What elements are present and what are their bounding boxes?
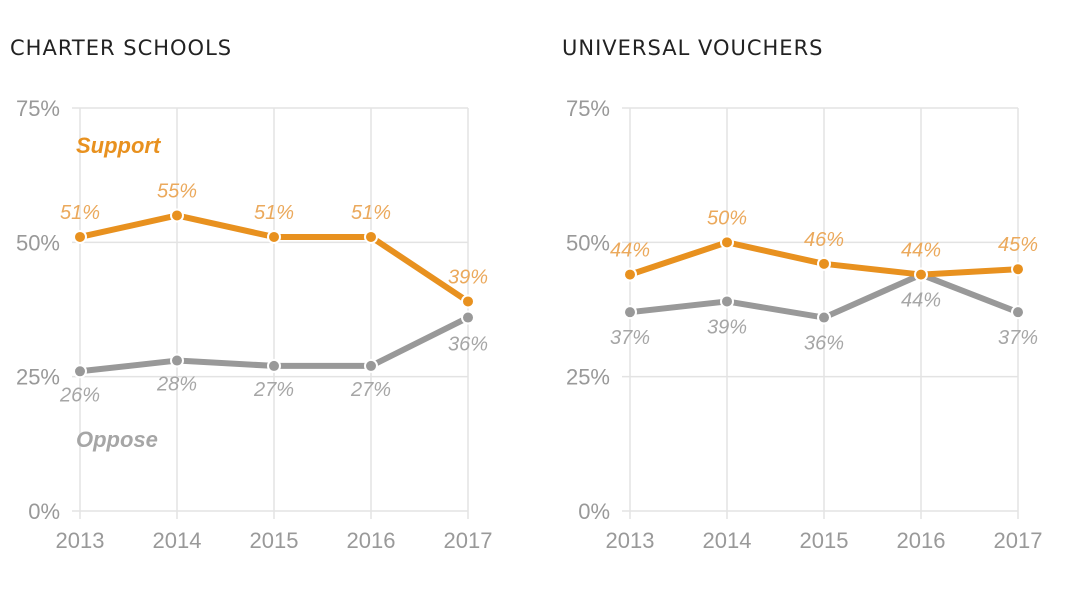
support-point	[170, 208, 184, 223]
oppose-data-label: 36%	[448, 334, 488, 356]
support-data-label: 51%	[351, 202, 391, 224]
support-data-label: 39%	[448, 266, 488, 288]
oppose-data-label: 37%	[610, 327, 650, 349]
support-point	[623, 267, 637, 282]
support-data-label: 51%	[60, 202, 100, 224]
oppose-point	[817, 310, 831, 325]
x-tick-label: 2016	[897, 528, 946, 553]
oppose-data-label: 27%	[350, 379, 391, 401]
oppose-point	[623, 305, 637, 320]
charter-schools-panel: 0% 25% 50% 75% 2013 2014 2015 2016 2017 51% 55% 51%…	[10, 36, 493, 553]
oppose-data-label: 37%	[998, 327, 1038, 349]
y-tick-label: 50%	[566, 230, 610, 255]
support-point	[364, 229, 378, 244]
support-point	[914, 267, 928, 282]
x-tick-label: 2015	[250, 528, 299, 553]
support-point	[461, 294, 475, 309]
support-series-label: Support	[76, 133, 162, 158]
support-data-label: 51%	[254, 202, 294, 224]
y-tick-label: 25%	[16, 365, 60, 390]
support-point	[817, 256, 831, 271]
support-data-label: 44%	[901, 240, 941, 262]
y-tick-label: 0%	[578, 499, 610, 524]
oppose-point	[364, 358, 378, 373]
oppose-point	[1011, 305, 1025, 320]
support-data-label: 44%	[610, 240, 650, 262]
support-data-label: 45%	[998, 234, 1038, 256]
oppose-point	[720, 294, 734, 309]
x-tick-label: 2014	[703, 528, 752, 553]
oppose-point	[267, 358, 281, 373]
universal-vouchers-chart: 0%25%50%75%2013 2014 2015 2016 201744%50%46%…	[566, 96, 1043, 553]
y-tick-label: 75%	[566, 96, 610, 121]
oppose-data-label: 39%	[707, 316, 747, 338]
y-tick-label: 0%	[28, 499, 60, 524]
support-point	[73, 229, 87, 244]
support-data-label: 50%	[707, 207, 747, 229]
y-tick-label: 75%	[16, 96, 60, 121]
x-tick-label: 2017	[444, 528, 493, 553]
oppose-point	[461, 310, 475, 325]
universal-vouchers-title: UNIVERSAL VOUCHERS	[562, 36, 824, 60]
universal-vouchers-panel: 0% 25% 50% 75% 2013 2014 2015 2016 2017 44% 50% 46%…	[533, 0, 1066, 600]
x-tick-label: 2015	[800, 528, 849, 553]
y-tick-label: 25%	[566, 365, 610, 390]
support-point	[267, 229, 281, 244]
charter-schools-chart: 0% 25% 50% 75% 2013 2014 2015 2016 2017 51% 55% 51%…	[16, 96, 493, 553]
charter-schools-title: CHARTER SCHOOLS	[10, 36, 233, 60]
y-tick-label: 50%	[16, 230, 60, 255]
support-data-label: 55%	[157, 180, 197, 202]
oppose-data-label: 28%	[156, 374, 197, 396]
oppose-data-label: 44%	[901, 290, 941, 312]
oppose-series-label: Oppose	[76, 427, 158, 452]
support-data-label: 46%	[804, 229, 844, 251]
x-tick-label: 2017	[994, 528, 1043, 553]
x-tick-label: 2014	[153, 528, 202, 553]
x-tick-label: 2016	[347, 528, 396, 553]
support-point	[720, 235, 734, 250]
x-tick-label: 2013	[56, 528, 105, 553]
oppose-data-label: 27%	[253, 379, 294, 401]
oppose-point	[170, 353, 184, 368]
oppose-point	[73, 364, 87, 379]
x-tick-label: 2013	[606, 528, 655, 553]
oppose-data-label: 36%	[804, 333, 844, 355]
support-point	[1011, 262, 1025, 277]
oppose-data-label: 26%	[59, 384, 100, 406]
